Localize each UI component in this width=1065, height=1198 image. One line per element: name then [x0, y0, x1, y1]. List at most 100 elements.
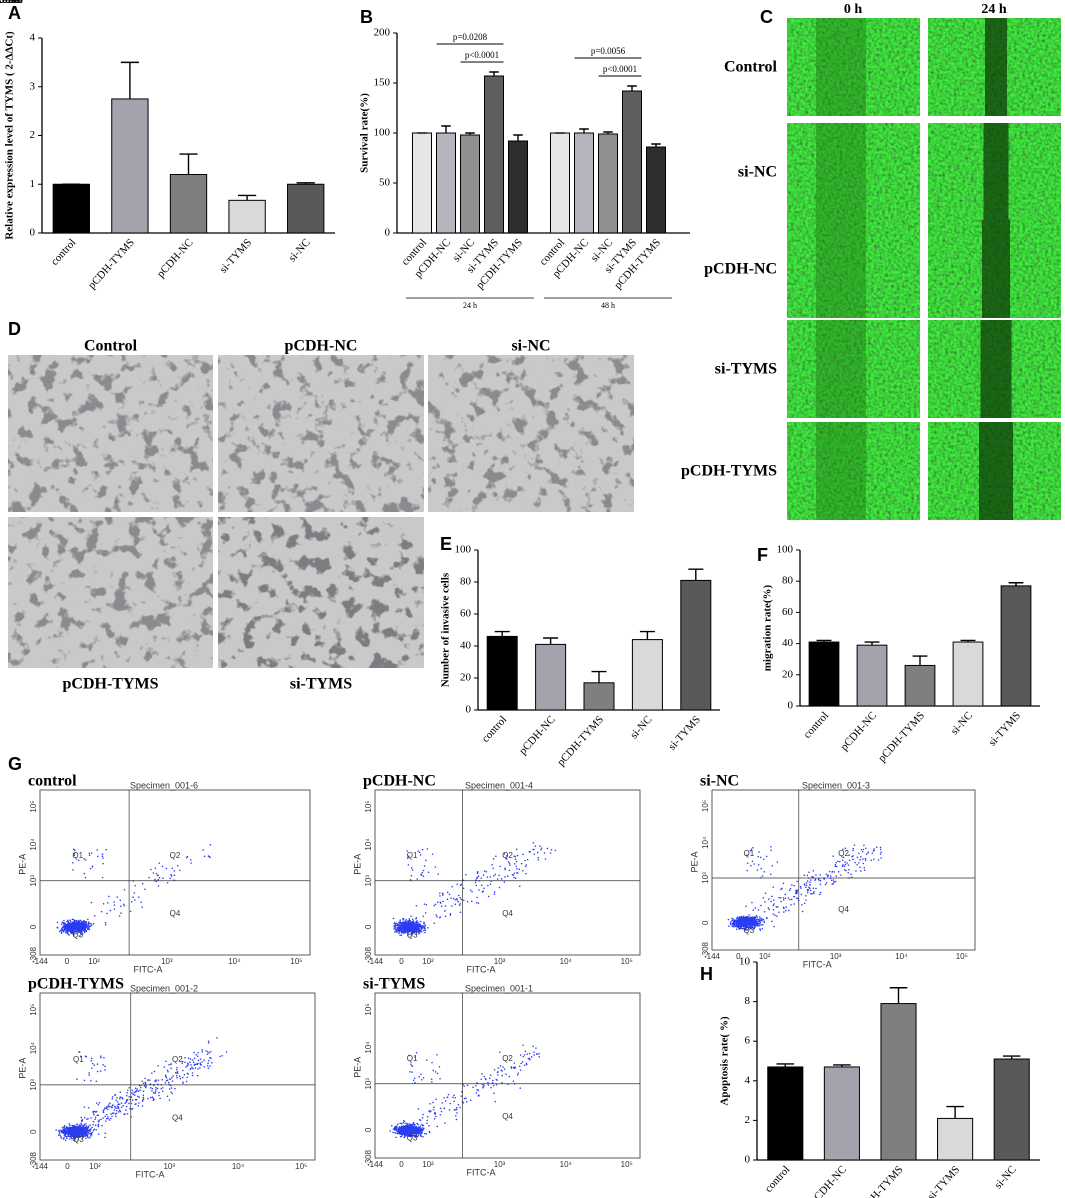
plot-title: pCDH-NC	[363, 773, 436, 790]
bar	[486, 635, 518, 711]
error-bar	[513, 134, 523, 141]
bar	[169, 174, 208, 234]
specimen-label: Specimen_001-2	[130, 983, 198, 993]
y-tick-label: 6	[745, 1035, 751, 1047]
error-bar	[889, 987, 908, 1004]
scatter-texture	[56, 844, 212, 937]
y-tick-label: -308	[364, 1149, 373, 1166]
x-tick-label: 0	[736, 952, 741, 961]
column-label: 24 h	[981, 2, 1007, 17]
quadrant-label: Q4	[170, 909, 181, 918]
x-tick-label: 10⁴	[895, 952, 908, 961]
bar	[937, 1117, 974, 1161]
quadrant-label: Q2	[170, 851, 181, 860]
x-tick-label: 0	[65, 1162, 70, 1171]
y-tick-label: 100	[455, 544, 472, 556]
wound-texture	[787, 220, 920, 318]
bar	[904, 664, 936, 707]
y-axis-label: Relative expression level of TYMS ( 2-ΔΔ…	[4, 31, 16, 240]
x-tick-label: -144	[32, 957, 49, 966]
x-tick-label: 10⁵	[621, 957, 633, 966]
panel-label: A	[8, 3, 21, 23]
x-axis-label: FITC-A	[136, 1169, 165, 1179]
x-tick-label: 10⁵	[295, 1162, 307, 1171]
y-tick-label: 10⁵	[701, 800, 710, 812]
error-bar	[776, 1063, 795, 1067]
x-tick-label: pCDH-TYMS	[876, 710, 927, 765]
y-tick-label: 80	[460, 576, 472, 588]
significance-label: p=0.034	[0, 0, 20, 6]
bar	[598, 133, 618, 234]
x-tick-label: 0	[399, 1160, 404, 1169]
x-tick-label: 10³	[494, 1160, 506, 1169]
bar	[535, 643, 567, 711]
error-bar	[238, 194, 257, 201]
quadrant-label: Q1	[72, 851, 83, 860]
error-bar	[627, 85, 637, 91]
x-tick-label: si-TYMS	[217, 237, 254, 276]
x-tick-label: control	[480, 714, 510, 745]
y-tick-label: 40	[782, 637, 794, 649]
y-tick-label: 10³	[29, 1079, 38, 1091]
x-tick-label: 0	[399, 957, 404, 966]
x-tick-label: si-NC	[628, 714, 655, 742]
error-bar	[816, 639, 832, 643]
panel-label: B	[360, 7, 373, 27]
bar	[484, 75, 504, 234]
plot-frame	[39, 789, 311, 956]
bar	[808, 641, 840, 707]
quadrant-label: Q3	[72, 930, 83, 939]
y-tick-label: -308	[364, 946, 373, 963]
x-tick-label: si-TYMS	[925, 1164, 962, 1198]
quadrant-label: Q3	[407, 1133, 418, 1142]
x-tick-label: 10²	[422, 1160, 434, 1169]
plot-frame	[374, 992, 641, 1159]
y-tick-label: 10⁵	[364, 1003, 373, 1015]
x-tick-label: pCDH-TYMS	[855, 1164, 906, 1198]
cell-texture	[8, 355, 213, 512]
y-tick-label: 150	[374, 77, 391, 89]
x-tick-label: pCDH-NC	[808, 1164, 849, 1198]
error-bar	[543, 637, 559, 645]
x-tick-label: control	[763, 1164, 793, 1195]
y-axis-label: Number of invasive cells	[440, 572, 452, 687]
panel-label: G	[8, 754, 22, 774]
x-tick-label: 10³	[830, 952, 842, 961]
quadrant-label: Q3	[744, 926, 755, 935]
y-tick-label: 2	[30, 129, 36, 141]
quadrant-label: Q2	[172, 1055, 183, 1064]
y-tick-label: 0	[364, 924, 373, 929]
error-bar	[603, 131, 613, 134]
y-axis-label: PE-A	[689, 851, 699, 872]
bar	[436, 132, 456, 234]
quadrant-label: Q1	[407, 1054, 418, 1063]
quadrant-label: Q4	[838, 905, 849, 914]
specimen-label: Specimen_001-6	[130, 780, 198, 790]
column-label: 0 h	[844, 2, 863, 17]
y-tick-label: 10³	[29, 875, 38, 887]
quadrant-label: Q3	[407, 930, 418, 939]
plot-title: pCDH-TYMS	[28, 976, 124, 993]
x-axis-label: FITC-A	[467, 964, 496, 974]
row-label: Control	[724, 59, 778, 76]
error-bar	[494, 630, 510, 637]
wound-gap	[816, 320, 866, 418]
wound-gap	[816, 220, 866, 318]
y-tick-label: 40	[460, 640, 472, 652]
panel-label: D	[8, 319, 21, 339]
y-axis-label: Survival rate(%)	[359, 93, 371, 173]
scatter-texture	[392, 842, 557, 937]
y-tick-label: 100	[777, 544, 794, 556]
error-bar	[864, 641, 880, 646]
y-tick-label: 10³	[364, 1078, 373, 1090]
y-tick-label: 2	[745, 1114, 751, 1126]
row-label: pCDH-TYMS	[681, 463, 777, 480]
error-bar	[639, 630, 655, 640]
y-tick-label: 0	[701, 920, 710, 925]
bar	[767, 1066, 804, 1161]
error-bar	[1008, 582, 1024, 586]
x-tick-label: control	[801, 710, 831, 741]
x-tick-label: pCDH-TYMS	[555, 714, 606, 769]
error-bar	[465, 132, 475, 135]
y-tick-label: 0	[364, 1127, 373, 1132]
